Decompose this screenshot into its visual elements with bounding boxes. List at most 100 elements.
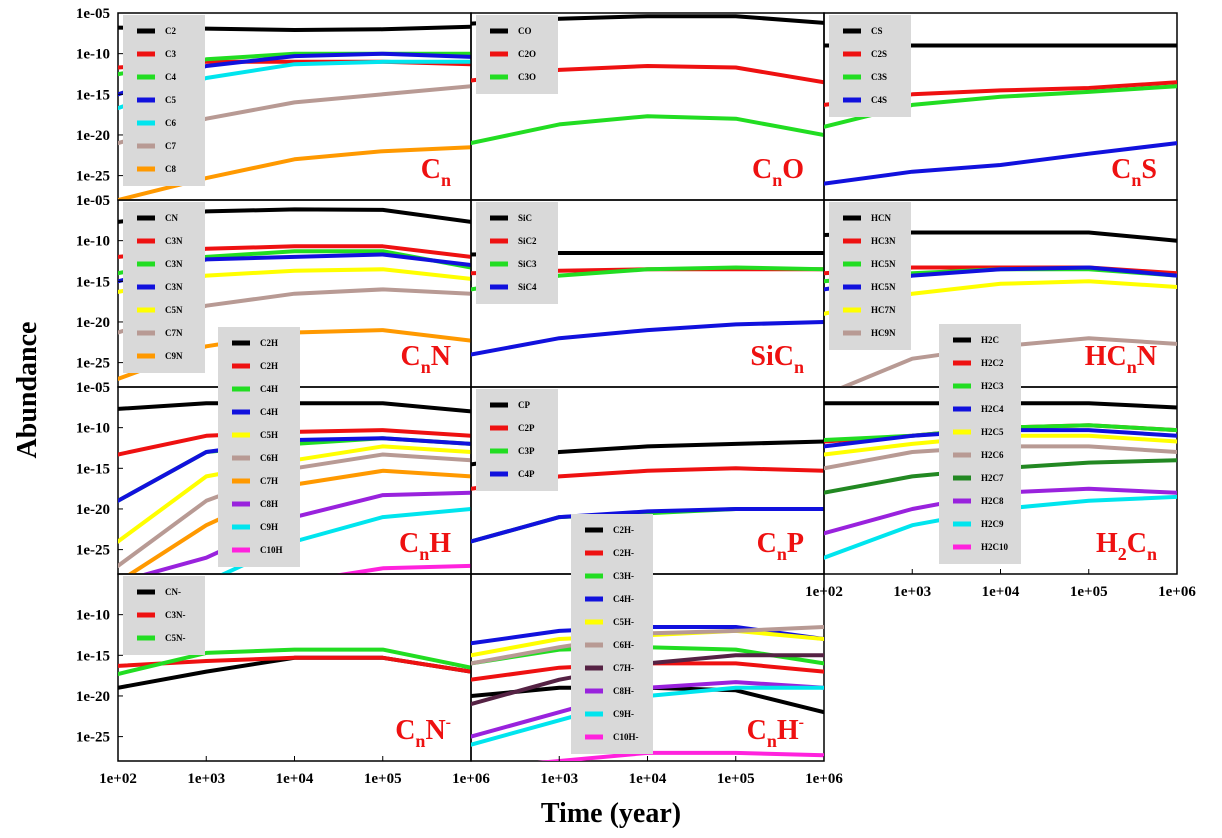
legend-label: H2C9 (981, 519, 1004, 529)
legend-label: C10H (260, 545, 283, 555)
x-tick-label: 1e+02 (805, 584, 843, 600)
legend-label: C7 (165, 141, 176, 151)
legend-label: HCN (871, 213, 892, 223)
legend-label: C7N (165, 328, 183, 338)
y-tick-label: 1e-10 (76, 608, 110, 624)
legend-label: H2C2 (981, 358, 1004, 368)
legend: C2H- C2H- C3H- C4H- C5H- C6H- C7H- C8H- C9H- C10H… (571, 514, 653, 754)
legend-label: C4H (260, 407, 278, 417)
y-tick-label: 1e-05 (76, 6, 110, 22)
legend-label: C9H- (613, 709, 634, 719)
legend: CS C2S C3S C4S (829, 15, 911, 117)
legend: CP C2P C3P C4P (476, 389, 558, 491)
panel-title: HCnN (1085, 341, 1157, 377)
y-tick-label: 1e-15 (76, 274, 110, 290)
legend: H2C H2C2 H2C3 H2C4 H2C5 H2C6 H2C7 H2C8 H2C9 H2C10 (939, 324, 1021, 564)
legend-label: H2C5 (981, 427, 1004, 437)
series-line (471, 114, 824, 146)
legend-label: C2H (260, 361, 278, 371)
x-tick-label: 1e+04 (629, 771, 667, 787)
legend-label: C3N (165, 282, 183, 292)
y-tick-label: 1e-05 (76, 380, 110, 396)
legend-background (218, 327, 300, 567)
legend-label: C2H- (613, 525, 634, 535)
legend-label: C5N- (165, 633, 186, 643)
series-line (824, 141, 1177, 186)
legend-label: C5N (165, 305, 183, 315)
y-tick-label: 1e-10 (76, 421, 110, 437)
legend-label: SiC2 (518, 236, 537, 246)
panel-h2cn: H2C H2C2 H2C3 H2C4 H2C5 H2C6 H2C7 H2C8 H2C9 H2C10… (823, 324, 1178, 575)
legend-label: C3 (165, 49, 176, 59)
legend-label: C7H (260, 476, 278, 486)
panel-title: CnH (399, 528, 451, 564)
legend-label: C5 (165, 95, 176, 105)
series-line (471, 507, 824, 544)
series-line (118, 655, 471, 674)
legend: C2 C3 C4 C5 C6 C7 C8 (123, 15, 205, 186)
x-axis-label: Time (year) (541, 798, 681, 829)
legend-label: C4H (260, 384, 278, 394)
legend: CN- C3N- C5N- (123, 576, 205, 655)
panel-title: CnS (1111, 154, 1157, 190)
legend-label: C4P (518, 469, 535, 479)
legend-label: C6H- (613, 640, 634, 650)
legend-label: C3P (518, 446, 535, 456)
legend-label: C4S (871, 95, 887, 105)
legend-label: SiC4 (518, 282, 537, 292)
legend-background (123, 15, 205, 186)
panel-title: CnN- (395, 714, 451, 751)
x-tick-label: 1e+06 (805, 771, 843, 787)
legend-label: C8H (260, 499, 278, 509)
legend-background (571, 514, 653, 754)
panel-cn: C2 C3 C4 C5 C6 C7 C8 Cn (117, 12, 472, 201)
legend-label: CP (518, 400, 530, 410)
y-tick-label: 1e-20 (76, 502, 110, 518)
legend-label: C2H- (613, 548, 634, 558)
legend-label: C3H- (613, 571, 634, 581)
legend-label: C2S (871, 49, 887, 59)
legend-label: CN- (165, 587, 181, 597)
x-tick-label: 1e+03 (540, 771, 578, 787)
legend-label: HC3N (871, 236, 896, 246)
legend-label: C6 (165, 118, 176, 128)
legend-label: C3O (518, 72, 536, 82)
legend: HCN HC3N HC5N HC5N HC7N HC9N (829, 202, 911, 350)
panel-title: H2Cn (1096, 528, 1157, 564)
x-tick-label: 1e+05 (1070, 584, 1108, 600)
legend-label: CO (518, 26, 532, 36)
legend-label: C4H- (613, 594, 634, 604)
panel-sicn: SiC SiC2 SiC3 SiC4 SiCn (470, 199, 825, 388)
panel-title: SiCn (750, 341, 804, 377)
y-tick-label: 1e-20 (76, 315, 110, 331)
legend-label: SiC3 (518, 259, 537, 269)
legend-background (476, 202, 558, 304)
legend-background (829, 15, 911, 117)
legend-label: C2O (518, 49, 536, 59)
legend-label: C2 (165, 26, 176, 36)
legend-label: H2C3 (981, 381, 1004, 391)
y-tick-label: 1e-10 (76, 234, 110, 250)
x-tick-label: 1e+05 (717, 771, 755, 787)
legend: CO C2O C3O (476, 15, 558, 94)
y-tick-label: 1e-15 (76, 648, 110, 664)
panel-cnh: C2H C2H C4H C4H C5H C6H C7H C8H C9H C10H CnH (117, 327, 472, 575)
legend-background (476, 15, 558, 94)
y-tick-label: 1e-05 (76, 193, 110, 209)
x-tick-label: 1e+04 (982, 584, 1020, 600)
legend-background (123, 202, 205, 373)
legend-label: H2C6 (981, 450, 1004, 460)
legend-label: C2P (518, 423, 535, 433)
legend-background (829, 202, 911, 350)
y-tick-label: 1e-15 (76, 87, 110, 103)
x-tick-label: 1e+03 (187, 771, 225, 787)
legend: CN C3N C3N C3N C5N C7N C9N (123, 202, 205, 373)
x-tick-label: 1e+02 (99, 771, 137, 787)
y-tick-label: 1e-20 (76, 128, 110, 144)
y-tick-label: 1e-25 (76, 356, 110, 372)
y-tick-label: 1e-20 (76, 689, 110, 705)
legend-label: C10H- (613, 732, 639, 742)
x-tick-label: 1e+03 (893, 584, 931, 600)
legend-background (476, 389, 558, 491)
